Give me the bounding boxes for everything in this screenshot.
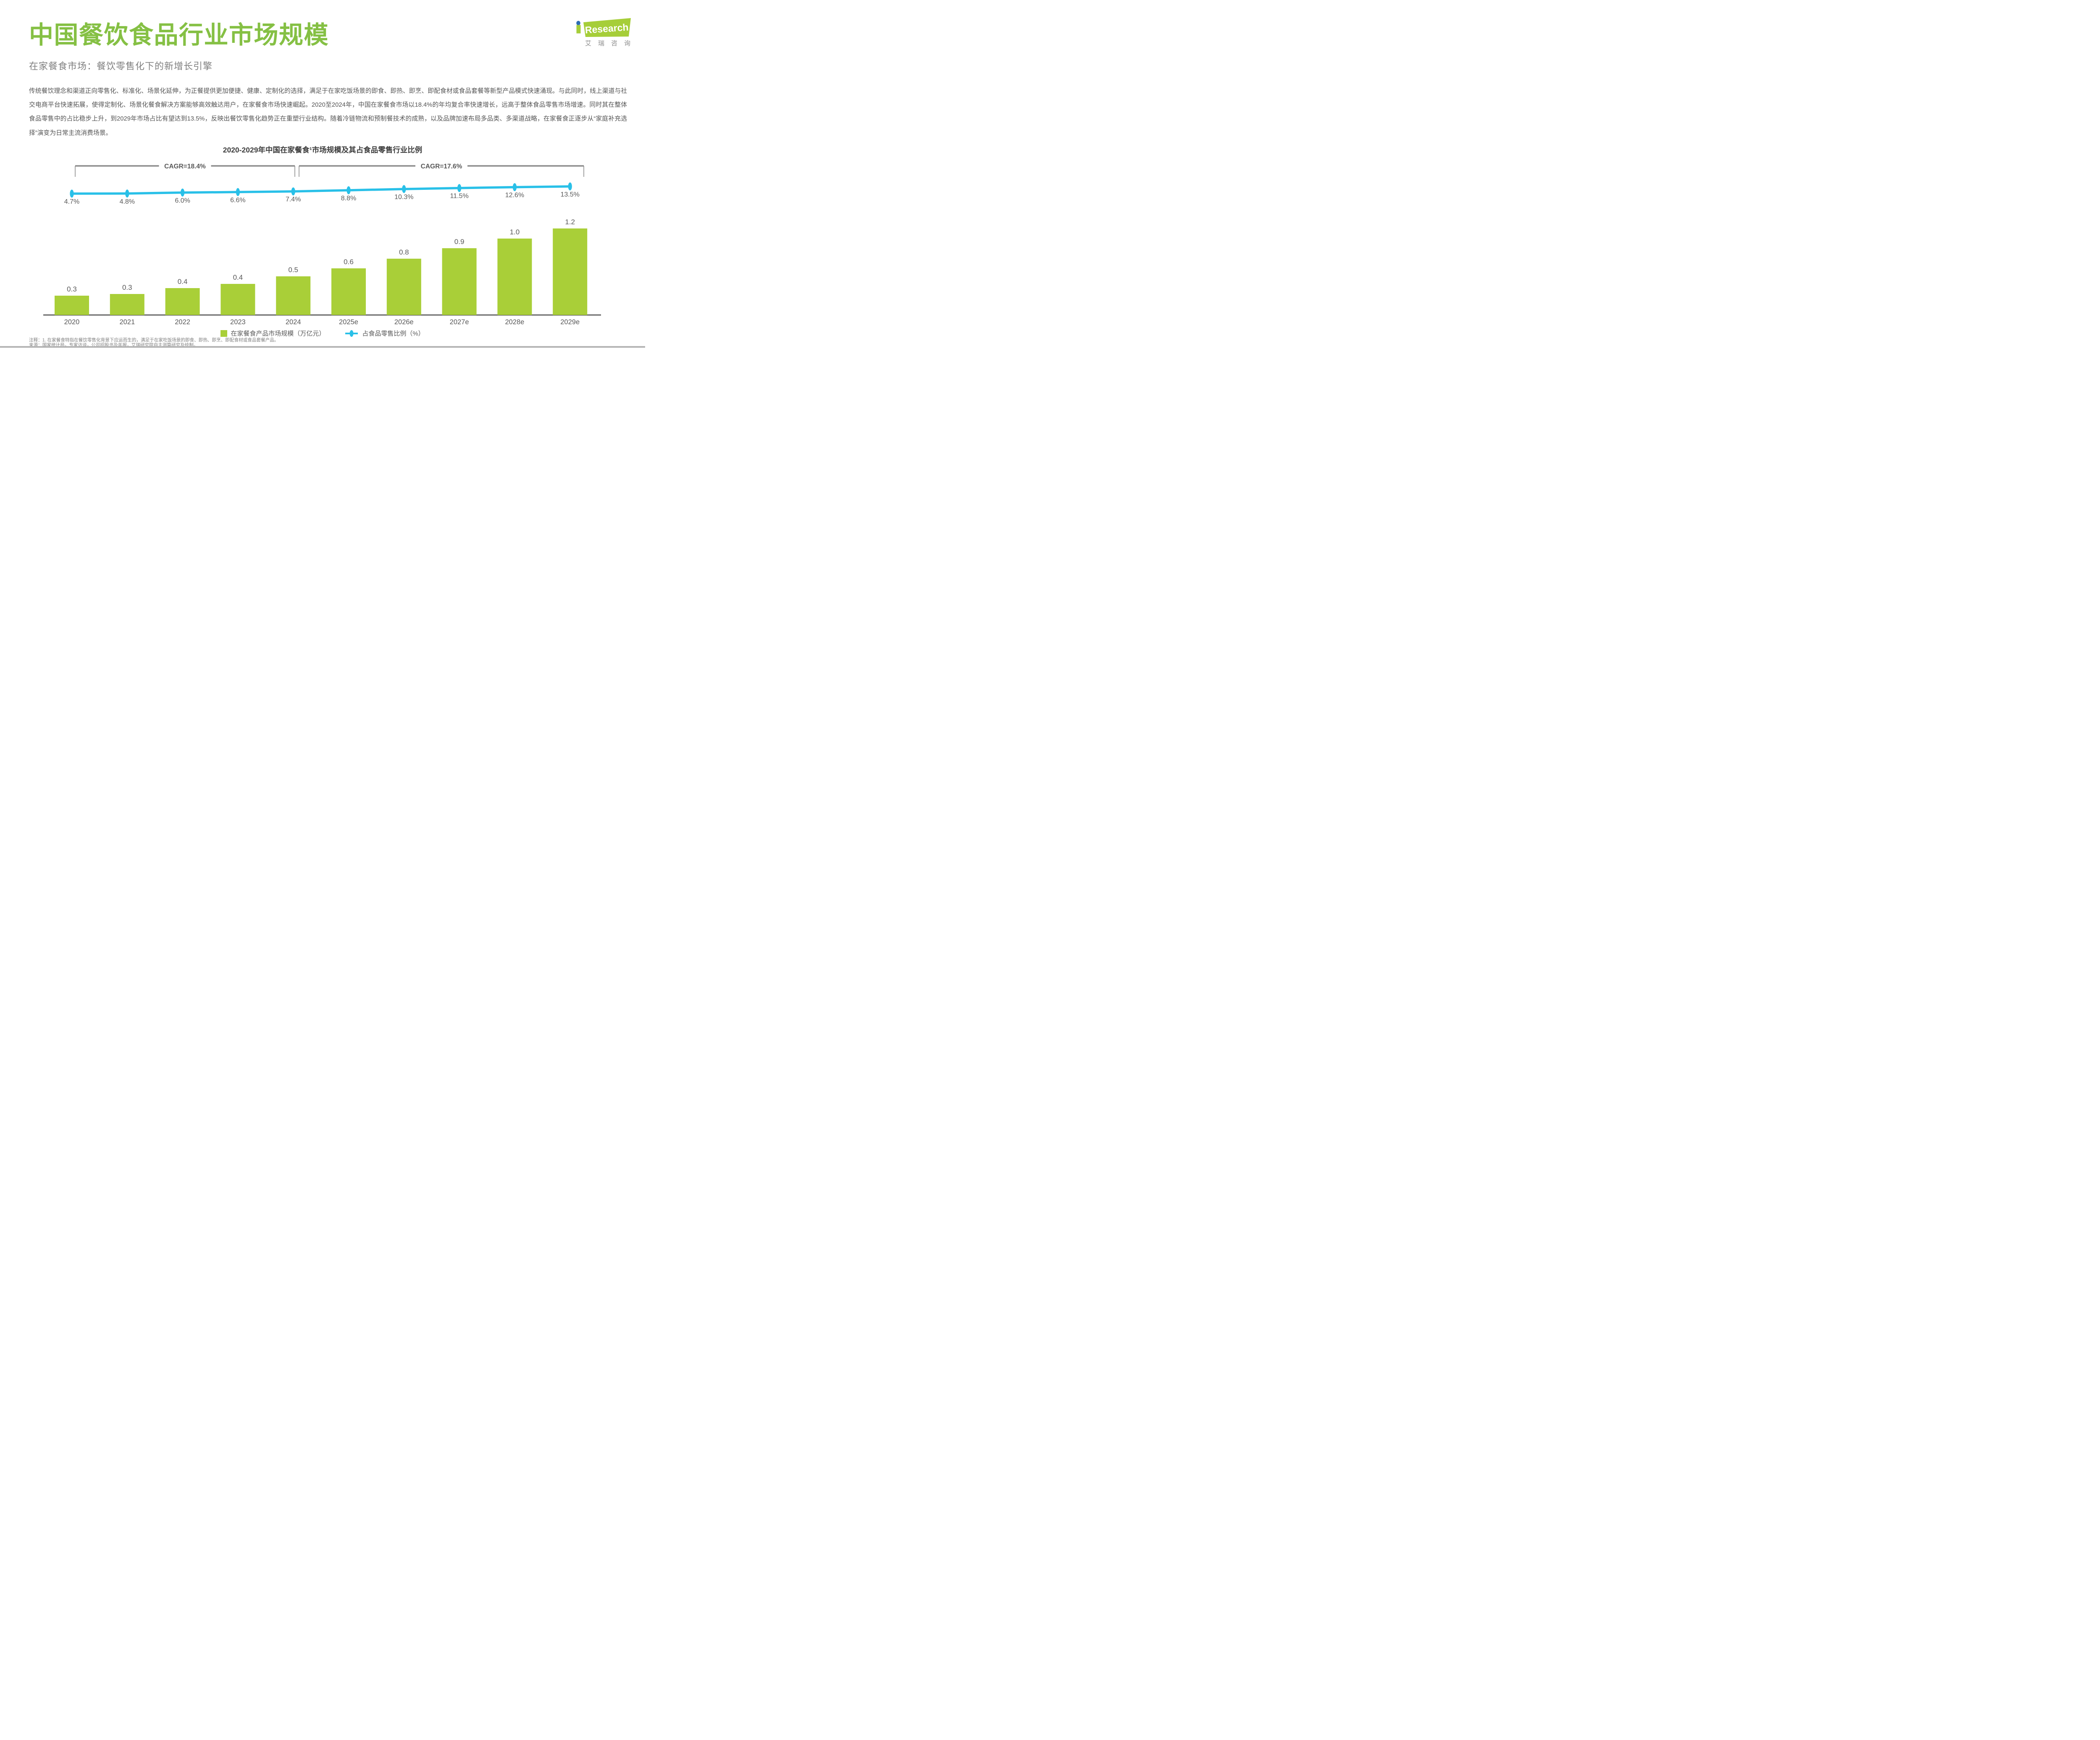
ratio-label-2027e: 11.5% — [450, 193, 469, 200]
x-tick-2026e: 2026e — [394, 318, 414, 326]
x-tick-2025e: 2025e — [339, 318, 358, 326]
bar-2020 — [55, 295, 89, 315]
ratio-label-2028e: 12.6% — [505, 192, 524, 199]
ratio-label-2025e: 8.8% — [341, 195, 356, 202]
legend-line-marker — [345, 330, 358, 337]
x-tick-2021: 2021 — [119, 318, 135, 326]
page-title: 中国餐饮食品行业市场规模 — [29, 21, 329, 49]
ratio-dot-2029e — [568, 182, 572, 191]
bar-2026e — [386, 258, 421, 315]
iresearch-logo: Research 艾瑞咨询 — [575, 18, 634, 47]
legend-line-label: 占食品零售比例（%） — [362, 330, 425, 337]
cagr-left-label: CAGR=18.4% — [164, 163, 206, 170]
ratio-dot-2023 — [236, 188, 240, 196]
bar-value-2022: 0.4 — [178, 278, 188, 286]
ratio-label-2021: 4.8% — [120, 198, 135, 205]
bar-value-2024: 0.5 — [288, 266, 298, 274]
bar-2024 — [276, 276, 311, 315]
x-tick-2028e: 2028e — [505, 318, 524, 326]
bar-2021 — [110, 294, 144, 315]
ratio-label-2026e: 10.3% — [394, 194, 413, 201]
chart-canvas: 0.3 0.3 0.4 0.4 0.5 0.6 0.8 0.9 1.0 1.2 4.7% 4.8% 6.… — [43, 163, 601, 326]
ratio-dot-2026e — [402, 185, 406, 193]
x-tick-2022: 2022 — [175, 318, 190, 326]
bar-2029e — [553, 228, 588, 315]
ratio-label-2024: 7.4% — [286, 196, 301, 203]
bar-2027e — [442, 248, 477, 315]
bar-2022 — [165, 288, 200, 315]
ratio-dot-2020 — [70, 189, 74, 198]
x-tick-2020: 2020 — [64, 318, 80, 326]
cagr-right-label: CAGR=17.6% — [421, 163, 462, 170]
ratio-dot-2021 — [125, 189, 129, 198]
logo-i-stem — [576, 25, 581, 34]
bar-value-2020: 0.3 — [67, 285, 77, 293]
bar-value-2029e: 1.2 — [565, 218, 575, 226]
bar-value-2021: 0.3 — [122, 283, 132, 291]
report-page: 中国餐饮食品行业市场规模 Research 艾瑞咨询 在家餐食市场：餐饮零售化下… — [0, 0, 645, 348]
bar-value-2025e: 0.6 — [344, 258, 354, 266]
x-tick-2029e: 2029e — [560, 318, 580, 326]
chart-legend: 在家餐食产品市场规模（万亿元） 占食品零售比例（%） — [0, 329, 645, 338]
ratio-label-2029e: 13.5% — [561, 191, 580, 198]
page-subtitle: 在家餐食市场：餐饮零售化下的新增长引擎 — [29, 61, 213, 71]
logo-chinese-text: 艾瑞咨询 — [585, 40, 638, 47]
bar-value-2023: 0.4 — [233, 273, 243, 281]
bar-2028e — [497, 239, 532, 315]
logo-i-dot — [576, 21, 580, 26]
ratio-dot-2024 — [291, 187, 295, 196]
ratio-dot-2022 — [181, 188, 185, 197]
bar-value-2027e: 0.9 — [454, 238, 465, 246]
legend-bar-swatch — [220, 330, 228, 337]
ratio-label-2022: 6.0% — [175, 197, 190, 204]
ratio-line — [71, 185, 570, 195]
x-tick-2024: 2024 — [286, 318, 301, 326]
iresearch-logo-mark: Research — [576, 18, 631, 37]
logo-flag — [583, 18, 631, 37]
chart-title: 2020-2029年中国在家餐食¹市场规模及其占食品零售行业比例 — [223, 146, 423, 154]
legend-item-line: 占食品零售比例（%） — [344, 329, 425, 338]
ratio-dot-2028e — [512, 183, 517, 192]
bottom-bar — [0, 346, 645, 348]
ratio-label-2023: 6.6% — [230, 197, 245, 204]
bar-value-2028e: 1.0 — [510, 228, 520, 236]
intro-paragraph: 传统餐饮理念和渠道正向零售化、标准化、场景化延伸，为正餐提供更加便捷、健康、定制… — [29, 88, 627, 136]
bar-2025e — [331, 268, 366, 315]
legend-bar-label: 在家餐食产品市场规模（万亿元） — [231, 330, 326, 337]
bar-value-2026e: 0.8 — [399, 248, 409, 256]
x-tick-2027e: 2027e — [450, 318, 469, 326]
x-tick-2023: 2023 — [230, 318, 246, 326]
legend-item-bar: 在家餐食产品市场规模（万亿元） — [220, 329, 325, 338]
ratio-dot-2025e — [346, 186, 351, 194]
ratio-label-2020: 4.7% — [64, 198, 79, 205]
footnote: 注释：1. 在家餐食特指在餐饮零售化背景下应运而生的，满足于在家吃饭场景的即食、… — [29, 338, 279, 343]
bar-2023 — [220, 283, 255, 315]
ratio-dot-2027e — [457, 184, 462, 192]
